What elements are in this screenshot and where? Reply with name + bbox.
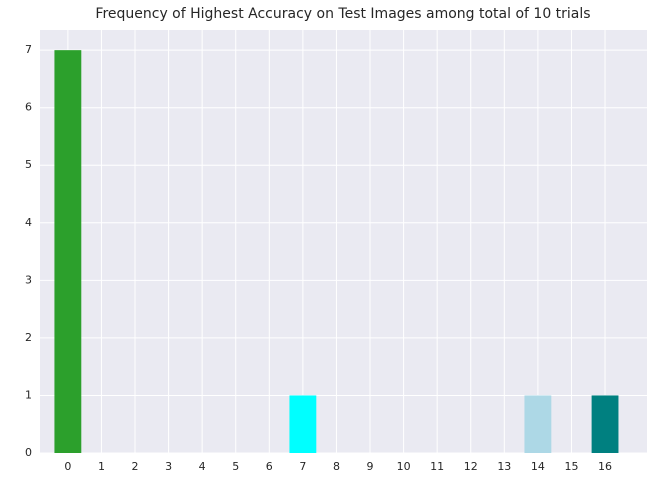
y-tick-label: 6 — [25, 101, 32, 114]
x-tick-label: 6 — [266, 460, 273, 473]
x-tick-label: 15 — [564, 460, 578, 473]
x-tick-label: 12 — [464, 460, 478, 473]
x-tick-label: 10 — [397, 460, 411, 473]
x-tick-label: 11 — [430, 460, 444, 473]
y-tick-label: 1 — [25, 388, 32, 401]
bar — [289, 395, 317, 453]
x-tick-label: 3 — [165, 460, 172, 473]
bar — [54, 50, 82, 454]
x-tick-label: 13 — [497, 460, 511, 473]
y-tick-label: 5 — [25, 158, 32, 171]
x-tick-label: 14 — [531, 460, 545, 473]
bar — [591, 395, 619, 453]
y-tick-label: 4 — [25, 216, 32, 229]
y-tick-label: 7 — [25, 43, 32, 56]
x-tick-label: 5 — [232, 460, 239, 473]
x-tick-label: 16 — [598, 460, 612, 473]
x-tick-label: 9 — [367, 460, 374, 473]
y-tick-label: 0 — [25, 446, 32, 459]
x-tick-label: 7 — [299, 460, 306, 473]
x-tick-label: 0 — [64, 460, 71, 473]
x-tick-label: 1 — [98, 460, 105, 473]
y-tick-label: 3 — [25, 273, 32, 286]
x-tick-label: 8 — [333, 460, 340, 473]
y-tick-label: 2 — [25, 331, 32, 344]
x-tick-label: 2 — [132, 460, 139, 473]
x-tick-label: 4 — [199, 460, 206, 473]
chart-title: Frequency of Highest Accuracy on Test Im… — [95, 6, 590, 22]
bar — [524, 395, 552, 453]
plot-area — [40, 30, 647, 453]
